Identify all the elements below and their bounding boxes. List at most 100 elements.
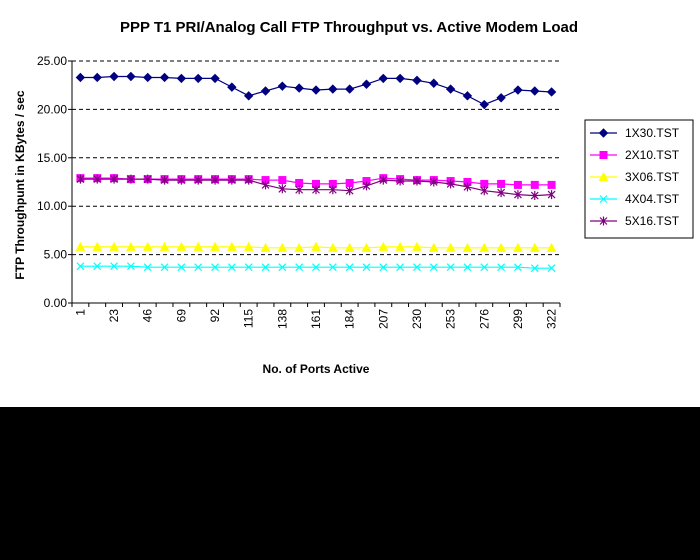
x-axis-title: No. of Ports Active xyxy=(263,362,370,376)
data-point-5x16-tst xyxy=(413,176,421,186)
data-point-4x04-tst xyxy=(295,263,304,272)
data-point-4x04-tst xyxy=(429,263,438,272)
data-point-1x30-tst xyxy=(496,93,506,103)
data-point-4x04-tst xyxy=(547,264,556,273)
data-point-1x30-tst xyxy=(378,73,389,84)
data-point-2x10-tst xyxy=(345,178,354,187)
plot-area: 0.00 5.00 10.00 15.00 20.00 25.00 1 23 46 69 92 115… xyxy=(37,54,561,329)
data-point-3x06-tst xyxy=(412,241,422,251)
data-point-4x04-tst xyxy=(362,263,371,272)
data-point-4x04-tst xyxy=(76,262,85,271)
y-tick-label: 15.00 xyxy=(37,151,67,165)
data-point-4x04-tst xyxy=(211,263,219,272)
data-point-3x06-tst xyxy=(142,241,153,251)
data-point-3x06-tst xyxy=(294,242,305,252)
data-point-4x04-tst xyxy=(514,263,522,272)
data-point-5x16-tst xyxy=(429,177,438,187)
data-point-1x30-tst xyxy=(243,91,254,101)
y-tick-label: 20.00 xyxy=(37,102,67,116)
data-point-5x16-tst xyxy=(379,175,388,185)
data-point-1x30-tst xyxy=(395,73,405,84)
data-point-3x06-tst xyxy=(529,242,540,252)
data-point-3x06-tst xyxy=(227,241,237,251)
data-point-4x04-tst xyxy=(312,263,320,272)
data-point-1x30-tst xyxy=(260,86,271,96)
data-point-3x06-tst xyxy=(75,241,86,251)
data-point-4x04-tst xyxy=(244,263,253,272)
data-point-3x06-tst xyxy=(193,241,204,251)
data-point-4x04-tst xyxy=(345,263,354,272)
legend-label-3x06-tst: 3X06.TST xyxy=(625,170,680,184)
data-point-3x06-tst xyxy=(378,241,389,251)
data-point-3x06-tst xyxy=(176,241,187,251)
data-point-5x16-tst xyxy=(126,174,135,184)
data-point-1x30-tst xyxy=(143,72,153,83)
x-tick-label: 69 xyxy=(174,309,188,323)
data-point-5x16-tst xyxy=(514,190,522,200)
x-tick-label: 92 xyxy=(208,309,222,323)
data-point-1x30-tst xyxy=(126,71,136,82)
y-tick-label: 0.00 xyxy=(44,296,68,310)
data-point-5x16-tst xyxy=(328,185,337,195)
data-point-3x06-tst xyxy=(479,242,490,252)
data-point-4x04-tst xyxy=(463,263,472,272)
data-point-2x10-tst xyxy=(547,180,556,189)
data-point-5x16-tst xyxy=(345,186,354,196)
data-point-5x16-tst xyxy=(93,174,102,184)
data-point-1x30-tst xyxy=(513,85,523,95)
data-point-5x16-tst xyxy=(211,175,219,185)
data-point-3x06-tst xyxy=(496,242,506,252)
data-point-5x16-tst xyxy=(110,174,118,184)
legend-label-4x04-tst: 4X04.TST xyxy=(625,192,680,206)
data-point-3x06-tst xyxy=(109,241,119,251)
x-tick-label: 184 xyxy=(343,309,357,329)
data-point-5x16-tst xyxy=(497,188,506,198)
x-tick-label: 230 xyxy=(410,309,424,329)
x-tick-label: 276 xyxy=(477,309,491,329)
chart-svg: PPP T1 PRI/Analog Call FTP Throughput vs… xyxy=(13,19,694,376)
data-point-4x04-tst xyxy=(194,263,203,272)
data-point-5x16-tst xyxy=(76,174,85,184)
data-point-5x16-tst xyxy=(194,175,203,185)
x-tick-label: 299 xyxy=(511,309,525,329)
data-point-5x16-tst xyxy=(143,174,152,184)
data-point-3x06-tst xyxy=(344,242,355,252)
legend-label-2x10-tst: 2X10.TST xyxy=(625,148,680,162)
data-point-1x30-tst xyxy=(344,84,355,94)
data-point-4x04-tst xyxy=(261,263,270,272)
data-point-1x30-tst xyxy=(210,73,220,84)
data-point-4x04-tst xyxy=(160,263,169,272)
data-point-3x06-tst xyxy=(361,242,372,252)
data-point-4x04-tst xyxy=(530,264,539,273)
data-point-4x04-tst xyxy=(379,263,388,272)
x-tick-label: 46 xyxy=(141,309,155,323)
data-point-1x30-tst xyxy=(530,86,540,96)
data-point-5x16-tst xyxy=(446,179,455,189)
data-point-4x04-tst xyxy=(143,263,152,272)
data-point-1x30-tst xyxy=(328,84,338,94)
x-tick-label: 138 xyxy=(275,309,289,329)
data-point-5x16-tst xyxy=(227,175,236,185)
data-point-1x30-tst xyxy=(462,91,473,101)
legend-label-5x16-tst: 5X16.TST xyxy=(625,214,680,228)
data-point-5x16-tst xyxy=(463,182,472,192)
data-point-5x16-tst xyxy=(295,185,304,195)
data-point-4x04-tst xyxy=(497,263,506,272)
data-point-1x30-tst xyxy=(159,72,170,83)
data-point-5x16-tst xyxy=(480,186,489,196)
data-point-1x30-tst xyxy=(445,84,456,94)
data-point-1x30-tst xyxy=(92,72,102,83)
data-point-3x06-tst xyxy=(210,241,220,251)
data-point-3x06-tst xyxy=(395,241,405,251)
y-tick-label: 10.00 xyxy=(37,199,67,213)
legend-label-1x30-tst: 1X30.TST xyxy=(625,126,680,140)
data-point-2x10-tst xyxy=(530,180,539,189)
data-point-1x30-tst xyxy=(277,81,288,91)
data-point-1x30-tst xyxy=(311,85,321,95)
data-point-3x06-tst xyxy=(260,242,271,252)
data-point-5x16-tst xyxy=(396,176,405,186)
data-point-2x10-tst xyxy=(278,176,287,185)
data-point-4x04-tst xyxy=(480,263,489,272)
legend-marker-2x10-tst xyxy=(599,151,608,159)
data-point-1x30-tst xyxy=(176,73,187,84)
